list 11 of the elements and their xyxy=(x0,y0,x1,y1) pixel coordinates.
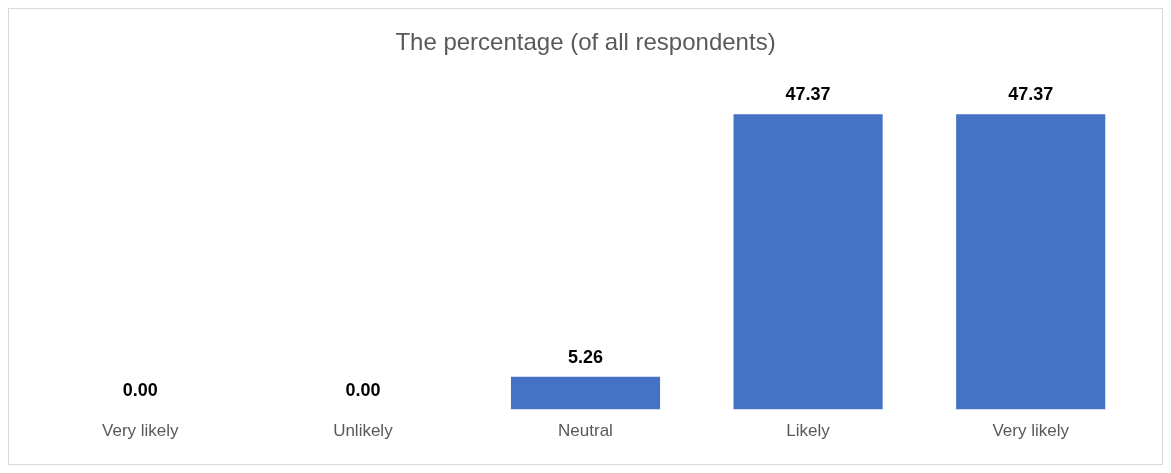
data-label: 47.37 xyxy=(1008,84,1054,105)
chart-title: The percentage (of all respondents) xyxy=(395,28,776,56)
data-label: 5.26 xyxy=(567,346,604,367)
data-label: 0.00 xyxy=(345,379,381,400)
x-tick-label: Very likely xyxy=(102,421,180,441)
x-tick-label: Unlikely xyxy=(333,421,394,441)
x-tick-label: Neutral xyxy=(558,421,613,441)
x-tick-label: Very likely xyxy=(992,421,1070,441)
data-label: 47.37 xyxy=(785,84,831,105)
x-tick-label: Likely xyxy=(786,421,831,441)
data-label: 0.00 xyxy=(122,379,158,400)
